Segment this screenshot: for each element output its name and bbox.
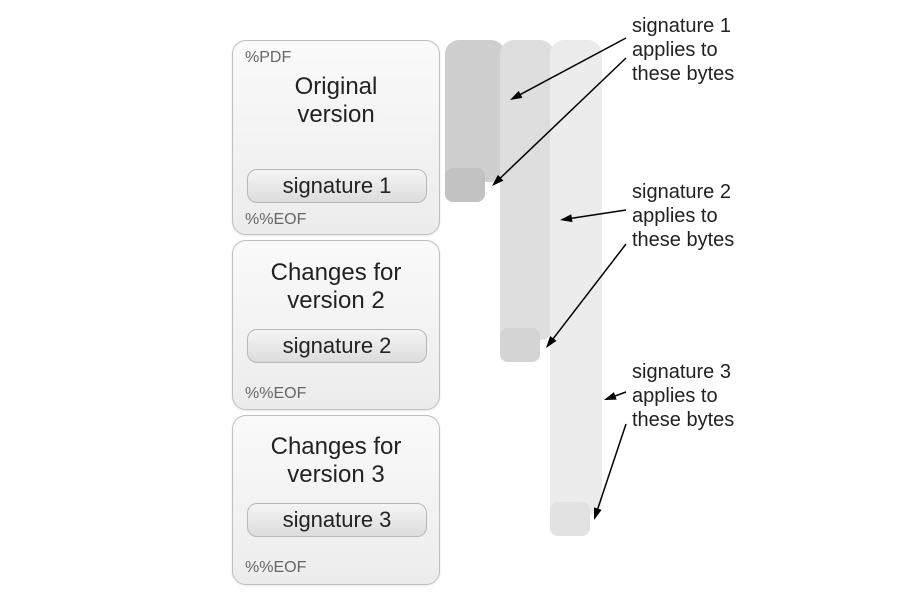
signature-pill-v2: signature 2 <box>247 329 427 363</box>
block-footer: %%EOF <box>245 211 306 229</box>
block-footer: %%EOF <box>245 559 306 577</box>
block-footer: %%EOF <box>245 385 306 403</box>
arrow-line-a3-to-block3 <box>606 392 626 399</box>
signature-label: signature 1 <box>283 173 392 199</box>
version-block-v2: Changes forversion 2 signature 2 %%EOF <box>232 240 440 410</box>
annotation-a2: signature 2applies tothese bytes <box>632 180 734 252</box>
block-title: Changes forversion 2 <box>233 259 439 314</box>
block-title: Changes forversion 3 <box>233 433 439 488</box>
range-shadow-sig1-range-sig <box>445 168 485 202</box>
signature-label: signature 3 <box>283 507 392 533</box>
range-shadow-sig2-range-sig <box>500 328 540 362</box>
signature-pill-v3: signature 3 <box>247 503 427 537</box>
signature-pill-v1: signature 1 <box>247 169 427 203</box>
arrow-head-a3-to-block3 <box>604 392 617 400</box>
range-shadow-sig2-range-main <box>500 40 554 340</box>
version-block-v1: %PDF Originalversion signature 1 %%EOF <box>232 40 440 235</box>
range-shadow-sig3-range-sig <box>550 502 590 536</box>
annotation-a3: signature 3applies tothese bytes <box>632 360 734 432</box>
signature-label: signature 2 <box>283 333 392 359</box>
block-title: Originalversion <box>233 73 439 128</box>
annotation-a1: signature 1applies tothese bytes <box>632 14 734 86</box>
version-block-v3: Changes forversion 3 signature 3 %%EOF <box>232 415 440 585</box>
block-header: %PDF <box>245 49 291 67</box>
range-shadow-sig3-range-main <box>550 40 602 515</box>
range-shadow-sig1-range-main <box>445 40 505 182</box>
